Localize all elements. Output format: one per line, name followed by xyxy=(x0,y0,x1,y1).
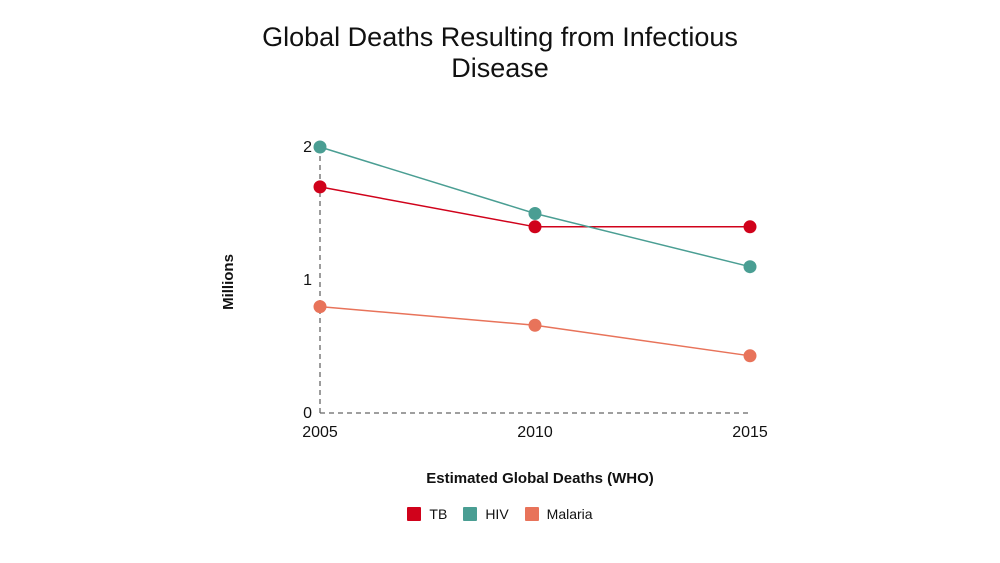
chart-title-line-1: Global Deaths Resulting from Infectious xyxy=(262,22,738,52)
legend-label-tb: TB xyxy=(429,506,448,522)
y-tick-label-1: 1 xyxy=(303,272,312,289)
y-axis-title: Millions xyxy=(220,254,237,310)
chart-data-points xyxy=(313,140,757,363)
data-point-malaria-2005 xyxy=(313,300,327,314)
data-point-malaria-2015 xyxy=(743,349,757,363)
data-point-hiv-2015 xyxy=(743,260,757,274)
x-axis-title: Estimated Global Deaths (WHO) xyxy=(426,470,654,487)
data-point-hiv-2010 xyxy=(528,207,542,220)
legend-label-hiv: HIV xyxy=(485,506,509,522)
legend-item-hiv[interactable]: HIV xyxy=(463,506,509,522)
data-point-tb-2015 xyxy=(743,220,757,234)
x-tick-label-2: 2015 xyxy=(732,424,768,441)
data-point-tb-2005 xyxy=(313,180,327,194)
data-point-tb-2010 xyxy=(528,220,542,234)
x-tick-label-0: 2005 xyxy=(302,424,338,441)
legend-item-tb[interactable]: TB xyxy=(407,506,447,522)
data-point-malaria-2010 xyxy=(528,318,542,332)
chart-title: Global Deaths Resulting from Infectious … xyxy=(0,22,1000,84)
y-tick-label-2: 2 xyxy=(303,139,312,156)
y-tick-label-0: 0 xyxy=(303,405,312,422)
data-point-hiv-2005 xyxy=(313,140,327,154)
legend-swatch-malaria xyxy=(524,507,539,521)
chart-title-line-2: Disease xyxy=(451,53,549,83)
chart-axes xyxy=(319,141,750,414)
x-tick-label-1: 2010 xyxy=(517,424,553,441)
legend-swatch-tb xyxy=(407,507,422,521)
legend-item-malaria[interactable]: Malaria xyxy=(524,506,593,522)
legend-label-malaria: Malaria xyxy=(546,506,593,522)
chart-legend: TB HIV Malaria xyxy=(0,506,1000,522)
series-line-hiv xyxy=(319,146,751,268)
chart-labels: 0 1 2 2005 2010 2015 Estimated Global Deaths (… xyxy=(220,139,768,487)
legend-swatch-hiv xyxy=(463,507,478,521)
